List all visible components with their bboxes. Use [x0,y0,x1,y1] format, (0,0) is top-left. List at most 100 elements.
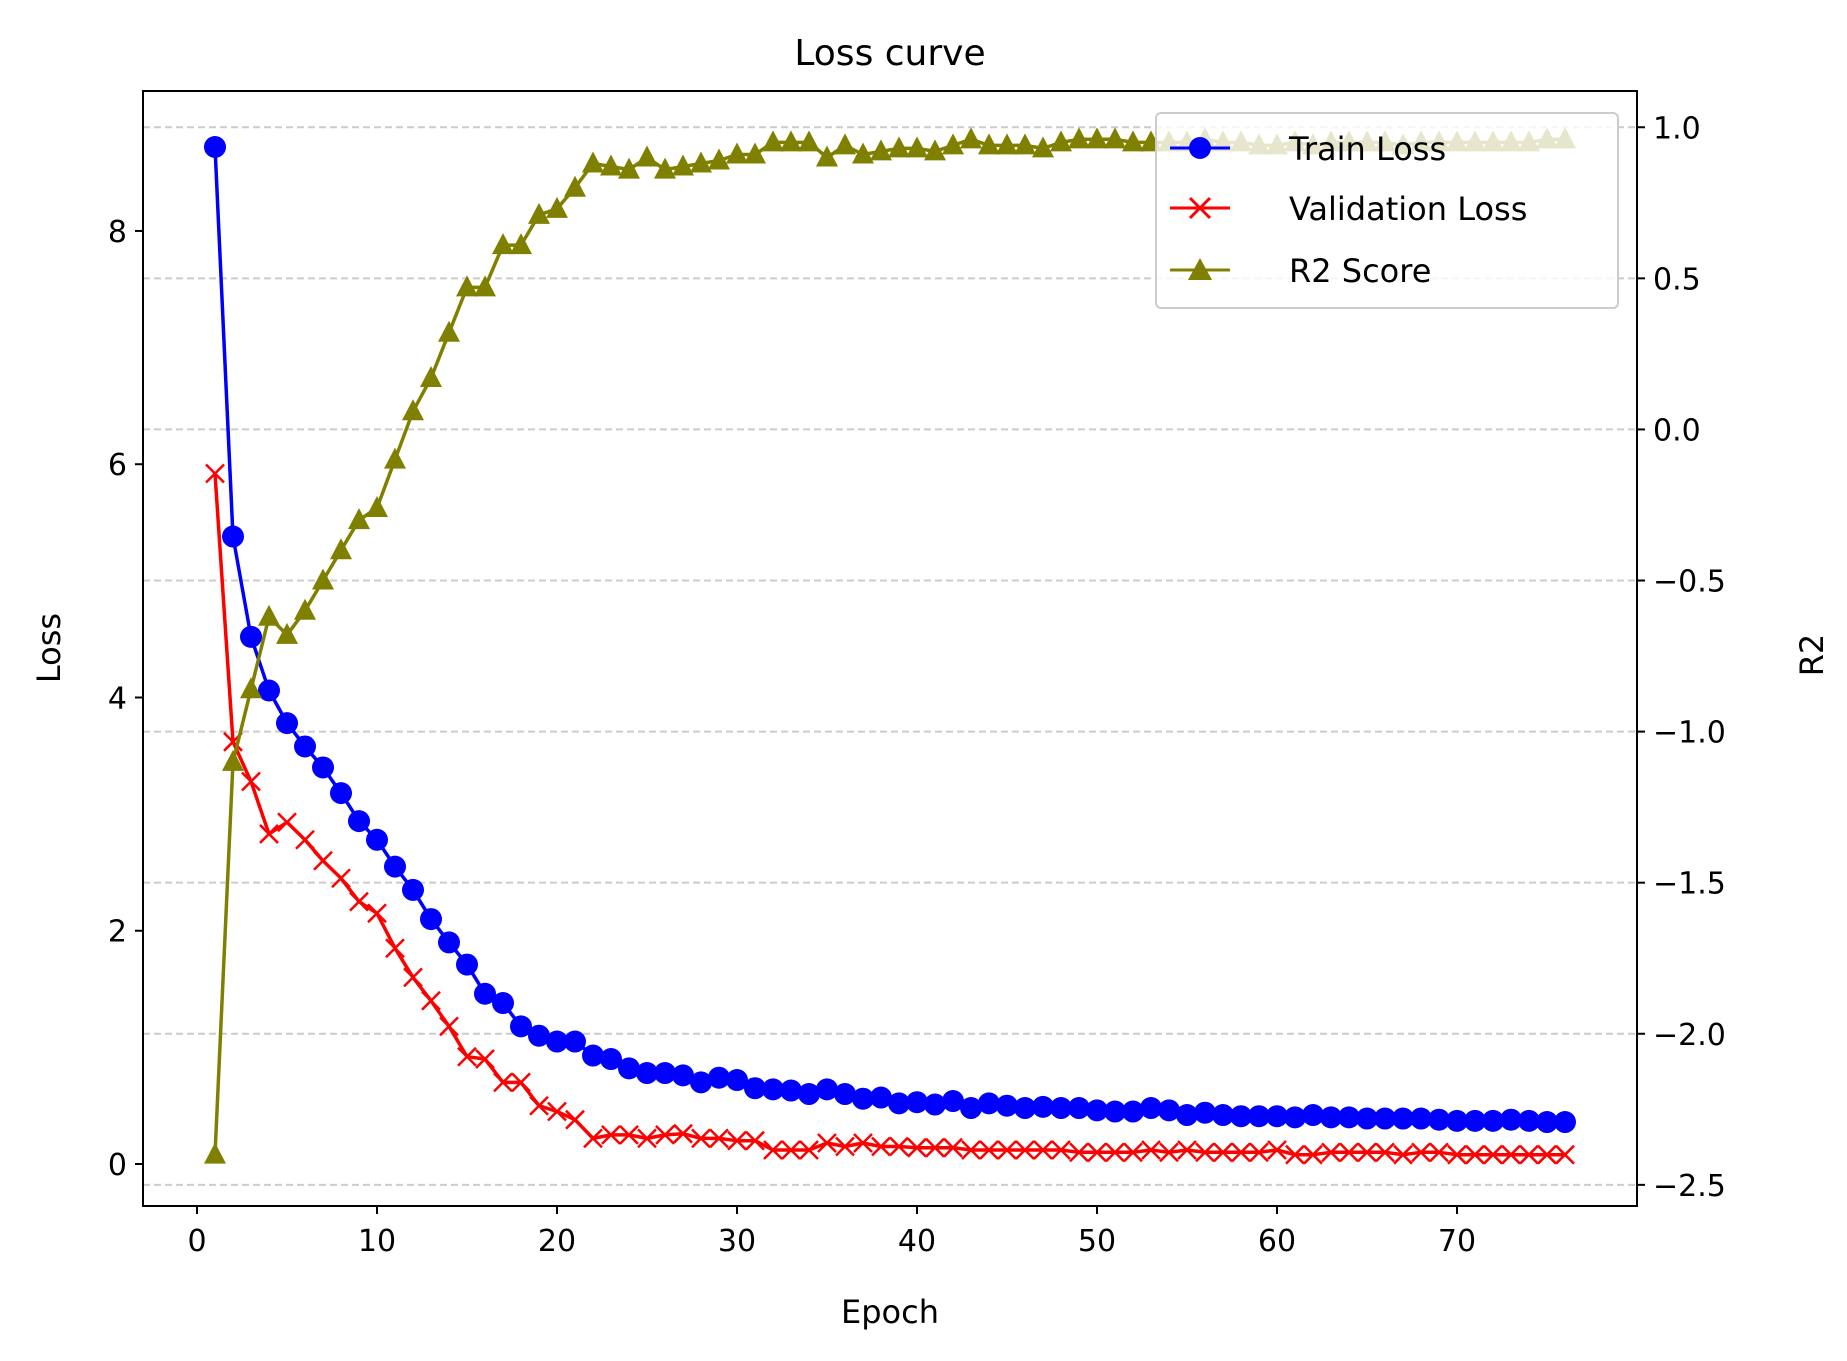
x-tick-label: 10 [358,1224,396,1259]
legend-entry-validation-loss: Validation Loss [1170,190,1527,228]
y2-tick-label: −1.0 [1653,716,1726,751]
x-tick-label: 70 [1438,1224,1476,1259]
y2-tick-label: −2.0 [1653,1018,1726,1053]
x-tick-label: 20 [538,1224,576,1259]
data-point-validation-loss [385,938,405,959]
data-point-train-loss [1464,1109,1486,1132]
data-point-train-loss [330,782,352,805]
data-point-r2-score [726,142,748,164]
legend-marker-train-loss [1189,137,1211,159]
data-point-train-loss [690,1071,712,1094]
data-point-r2-score [294,598,316,620]
data-point-validation-loss [1411,1142,1431,1163]
data-point-train-loss [1068,1097,1090,1120]
data-point-validation-loss [1357,1142,1377,1163]
data-point-validation-loss [583,1128,603,1149]
data-point-r2-score [600,154,622,176]
y-axis-ticks: 0 2 4 6 8 [108,215,143,1183]
x-axis-ticks: 0 10 20 30 40 50 60 70 [187,1206,1476,1259]
data-point-r2-score [906,136,928,158]
series-line-validation-loss [213,473,1565,1157]
data-point-train-loss [294,735,316,758]
data-point-validation-loss [961,1140,981,1160]
data-point-validation-loss [403,967,423,988]
data-point-r2-score [888,136,910,158]
data-point-validation-loss [745,1130,765,1151]
data-point-validation-loss [1393,1144,1413,1165]
y-axis-label: Loss [30,613,68,683]
data-point-r2-score [834,133,856,155]
data-point-validation-loss [763,1140,783,1160]
data-point-validation-loss [1141,1140,1161,1160]
data-point-train-loss [780,1079,802,1102]
data-point-r2-score [942,133,964,155]
data-point-validation-loss [277,812,297,833]
data-point-train-loss [546,1030,568,1053]
data-point-validation-loss [439,1016,459,1037]
data-point-r2-score [240,677,262,699]
data-point-r2-score [1104,127,1126,149]
data-point-r2-score [708,148,730,170]
data-point-train-loss [1050,1097,1072,1120]
data-point-validation-loss [853,1133,873,1153]
data-point-train-loss [1176,1104,1198,1127]
y2-tick-label: 0.0 [1653,413,1701,448]
data-point-r2-score [978,133,1000,155]
data-point-r2-score [1122,130,1144,152]
data-point-validation-loss [619,1124,639,1145]
y2-tick-label: −0.5 [1653,565,1726,600]
data-point-validation-loss [889,1136,909,1157]
data-point-r2-score [348,508,370,530]
data-point-train-loss [1518,1109,1540,1132]
data-point-train-loss [636,1062,658,1085]
y2-tick-label: −2.5 [1653,1169,1726,1204]
data-point-r2-score [366,495,388,517]
y2-axis-ticks: −2.5 −2.0 −1.5 −1.0 −0.5 0.0 0.5 1.0 [1637,111,1726,1204]
legend: Train Loss Validation Loss R2 Score [1155,112,1619,309]
data-point-r2-score [222,749,244,771]
y-tick-label: 2 [108,915,127,950]
data-point-train-loss [798,1083,820,1106]
data-point-r2-score [582,151,604,173]
data-point-validation-loss [1069,1142,1089,1163]
data-point-train-loss [1194,1101,1216,1124]
data-point-validation-loss [781,1140,801,1160]
data-point-r2-score [960,127,982,149]
data-point-train-loss [240,625,262,648]
data-point-validation-loss [1231,1142,1251,1163]
data-point-r2-score [744,142,766,164]
data-point-r2-score [654,157,676,179]
data-point-train-loss [456,953,478,976]
x-tick-label: 30 [718,1224,756,1259]
data-point-validation-loss [997,1140,1017,1160]
data-point-r2-score [1032,136,1054,158]
data-point-train-loss [276,712,298,735]
series-layer [204,127,1576,1165]
data-point-train-loss [420,908,442,931]
legend-marker-validation-loss [1188,196,1212,220]
legend-frame [1155,112,1619,309]
series-train-loss [204,135,1576,1134]
data-point-validation-loss [601,1124,621,1145]
data-point-validation-loss [1213,1142,1233,1163]
data-point-r2-score [798,130,820,152]
data-point-r2-score [204,1142,226,1164]
data-point-validation-loss [457,1046,477,1067]
data-point-validation-loss [1015,1140,1035,1160]
data-point-validation-loss [943,1137,963,1158]
legend-marker-r2-score [1188,258,1212,280]
data-point-validation-loss [979,1140,999,1160]
data-point-train-loss [1014,1097,1036,1120]
data-point-train-loss [528,1024,550,1047]
data-point-train-loss [1392,1107,1414,1130]
data-point-validation-loss [259,824,279,844]
data-point-r2-score [456,275,478,297]
data-point-train-loss [1266,1105,1288,1128]
data-point-train-loss [618,1057,640,1080]
data-point-validation-loss [1285,1144,1305,1165]
data-point-r2-score [312,568,334,590]
data-point-train-loss [510,1015,532,1038]
data-point-validation-loss [1555,1144,1575,1165]
data-point-validation-loss [565,1109,585,1130]
data-point-train-loss [1356,1107,1378,1130]
